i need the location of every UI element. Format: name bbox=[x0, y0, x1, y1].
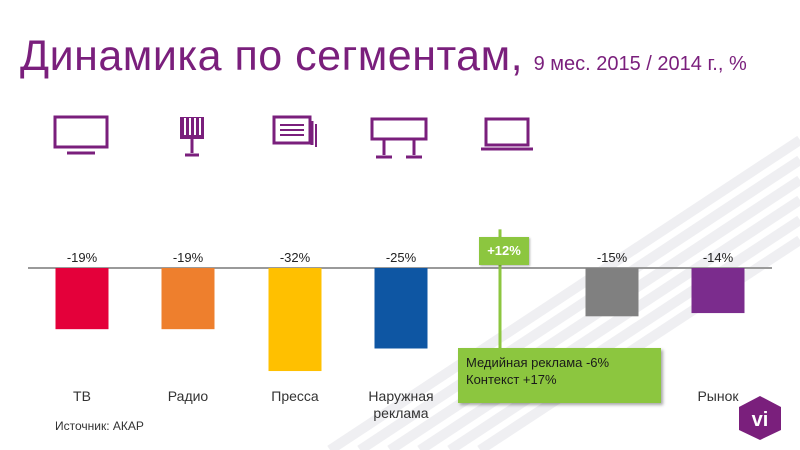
press-icon bbox=[272, 115, 317, 147]
title-sub: 9 мес. 2015 / 2014 г., % bbox=[533, 53, 747, 75]
bar-3 bbox=[374, 268, 428, 349]
tv-icon bbox=[53, 115, 109, 155]
category-label-3: Наружная реклама bbox=[368, 388, 434, 421]
internet-value-badge: +12% bbox=[479, 237, 529, 265]
value-label-1: -19% bbox=[172, 250, 204, 265]
value-label-6: -14% bbox=[702, 250, 734, 265]
vi-logo: vi bbox=[739, 396, 781, 440]
value-label-5: -15% bbox=[596, 250, 628, 265]
value-label-2: -32% bbox=[279, 250, 311, 265]
value-label-3: -25% bbox=[385, 250, 417, 265]
title-main: Динамика по сегментам, bbox=[20, 32, 524, 80]
category-label-2: Пресса bbox=[271, 388, 319, 404]
callout-context: Контекст +17% bbox=[466, 372, 557, 387]
callout-media: Медийная реклама -6% bbox=[466, 355, 610, 370]
category-label-0: ТВ bbox=[73, 388, 91, 404]
bar-5 bbox=[585, 268, 639, 317]
value-label-0: -19% bbox=[66, 250, 98, 265]
bar-2 bbox=[268, 268, 322, 372]
internet-breakdown-callout: Медийная реклама -6% Контекст +17% bbox=[458, 348, 661, 403]
radio-icon bbox=[180, 117, 204, 157]
bar-6 bbox=[691, 268, 745, 314]
billboard-icon bbox=[370, 117, 428, 159]
logo-text: vi bbox=[752, 409, 769, 431]
category-label-6: Рынок bbox=[697, 388, 739, 404]
category-label-1: Радио bbox=[167, 388, 209, 404]
page-title: Динамика по сегментам, 9 мес. 2015 / 201… bbox=[20, 32, 747, 81]
bar-1 bbox=[161, 268, 215, 330]
bar-0 bbox=[55, 268, 109, 330]
source-note: Источник: АКАР bbox=[55, 419, 144, 433]
laptop-icon bbox=[481, 117, 533, 151]
